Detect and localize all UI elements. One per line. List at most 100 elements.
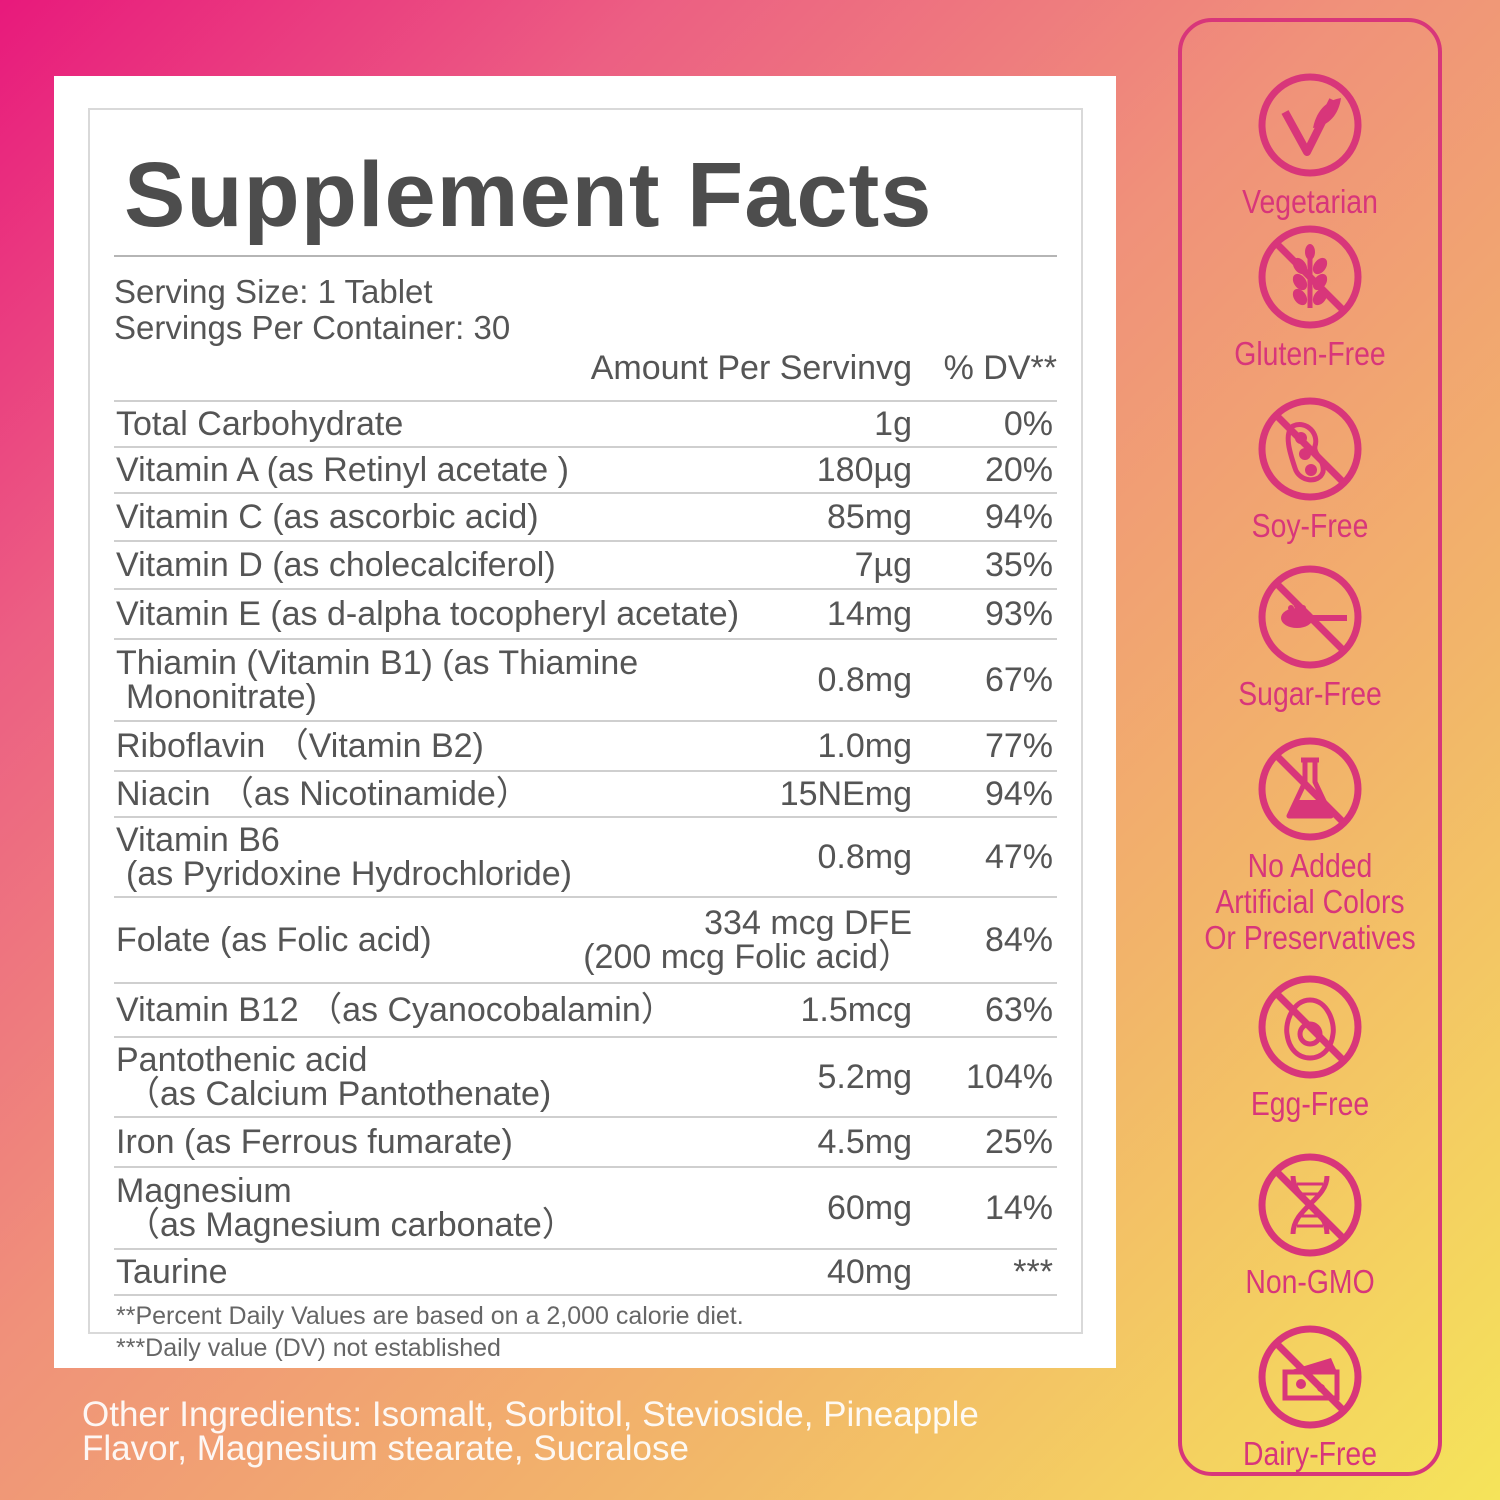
- badge-label: No Added: [1247, 847, 1373, 884]
- nutrient-dv: 94%: [984, 498, 1053, 536]
- nutrient-dv: 94%: [984, 775, 1053, 813]
- nutrient-amount-line: 15NEmg: [779, 775, 912, 813]
- badge-label: Artificial Colors: [1215, 883, 1405, 920]
- table-row: Vitamin B6 (as Pyridoxine Hydrochloride) 0…: [114, 816, 1057, 896]
- table-row: Vitamin C (as ascorbic acid) 85mg 94%: [114, 492, 1057, 540]
- serving-size: Serving Size: 1 Tablet: [114, 273, 433, 310]
- nutrient-name: Vitamin B6 (as Pyridoxine Hydrochloride): [116, 823, 816, 891]
- nutrient-amount-line: (200 mcg Folic acid）: [583, 938, 912, 976]
- nutrient-dv: 20%: [984, 451, 1053, 489]
- no-flask-icon: [1258, 737, 1362, 841]
- badge-label: Or Preservatives: [1204, 919, 1416, 956]
- nutrient-dv: 77%: [984, 727, 1053, 765]
- no-wheat-icon: [1258, 225, 1362, 329]
- title-divider: [114, 255, 1057, 257]
- table-row: Vitamin B12 （as Cyanocobalamin） 1.5mcg 63%: [114, 982, 1057, 1036]
- table-row: Taurine 40mg ***: [114, 1248, 1057, 1294]
- nutrient-amount: 7µg: [855, 548, 912, 582]
- nutrient-name: Vitamin B12 （as Cyanocobalamin）: [116, 993, 816, 1027]
- nutrient-name: Magnesium （as Magnesium carbonate）: [116, 1174, 816, 1242]
- table-header: Amount Per Servinvg % DV**: [114, 348, 1057, 392]
- nutrient-dv: 104%: [966, 1058, 1053, 1096]
- table-row: Vitamin D (as cholecalciferol) 7µg 35%: [114, 540, 1057, 588]
- table-row: Pantothenic acid （as Calcium Pantothenate…: [114, 1036, 1057, 1116]
- nutrient-name: Vitamin C (as ascorbic acid): [116, 500, 816, 534]
- nutrient-amount: 5.2mg: [818, 1060, 913, 1094]
- nutrient-name-line: Total Carbohydrate: [116, 405, 404, 443]
- nutrient-name-line: Magnesium: [116, 1172, 292, 1210]
- nutrient-amount-line: 0.8mg: [817, 661, 913, 699]
- nutrient-amount-line: 60mg: [826, 1189, 912, 1227]
- header-amount: Amount Per Servinvg: [590, 349, 912, 387]
- badge-gluten-free: Gluten-Free: [1182, 222, 1438, 372]
- nutrient-amount: 60mg: [827, 1191, 912, 1225]
- footnote-not-established: ***Daily value (DV) not established: [116, 1334, 501, 1362]
- nutrient-amount: 4.5mg: [818, 1125, 913, 1159]
- nutrient-name-line: （as Calcium Pantothenate): [126, 1075, 552, 1113]
- nutrient-name-line: （as Magnesium carbonate）: [126, 1206, 576, 1244]
- badge-sugar-free: Sugar-Free: [1182, 562, 1438, 712]
- badge-label: Egg-Free: [1250, 1085, 1370, 1122]
- nutrient-amount: 0.8mg: [818, 840, 913, 874]
- other-ingredients-line-2: Flavor, Magnesium stearate, Sucralose: [82, 1429, 689, 1468]
- nutrient-name: Vitamin E (as d-alpha tocopheryl acetate…: [116, 597, 816, 631]
- badge-label: Dairy-Free: [1242, 1435, 1378, 1472]
- footer-divider: [114, 1294, 1057, 1296]
- nutrient-amount: 1g: [874, 407, 912, 441]
- nutrient-name-line: Taurine: [116, 1253, 228, 1291]
- badge-soy-free: Soy-Free: [1182, 394, 1438, 544]
- nutrient-name: Vitamin D (as cholecalciferol): [116, 548, 816, 582]
- nutrient-name-line: Folate (as Folic acid): [116, 921, 432, 959]
- nutrient-name-line: Vitamin A (as Retinyl acetate ): [116, 451, 569, 489]
- nutrient-name: Total Carbohydrate: [116, 407, 816, 441]
- nutrient-name-line: Riboflavin （Vitamin B2): [116, 727, 484, 765]
- nutrient-name: Thiamin (Vitamin B1) (as Thiamine Mononit…: [116, 646, 816, 714]
- page-title: Supplement Facts: [124, 144, 933, 246]
- nutrient-name: Riboflavin （Vitamin B2): [116, 729, 816, 763]
- badge-no-added: No Added Artificial Colors Or Preservative…: [1182, 734, 1438, 956]
- table-row: Iron (as Ferrous fumarate) 4.5mg 25%: [114, 1116, 1057, 1166]
- nutrient-amount: 15NEmg: [780, 777, 912, 811]
- nutrient-amount: 180µg: [817, 453, 912, 487]
- nutrient-amount: 14mg: [827, 597, 912, 631]
- nutrient-amount-line: 14mg: [826, 595, 912, 633]
- table-row: Vitamin E (as d-alpha tocopheryl acetate…: [114, 588, 1057, 638]
- table-row: Niacin （as Nicotinamide） 15NEmg 94%: [114, 770, 1057, 816]
- nutrient-amount-line: 0.8mg: [817, 838, 913, 876]
- badge-label: Vegetarian: [1242, 183, 1378, 220]
- nutrient-name-line: Vitamin B12 （as Cyanocobalamin）: [116, 991, 675, 1029]
- nutrient-dv: 47%: [984, 838, 1053, 876]
- badge-label: Sugar-Free: [1238, 675, 1382, 712]
- nutrient-dv: 0%: [1003, 405, 1053, 443]
- nutrient-name: Niacin （as Nicotinamide）: [116, 777, 816, 811]
- nutrient-dv: ***: [1013, 1253, 1053, 1291]
- other-ingredients: Other Ingredients: Isomalt, Sorbitol, St…: [82, 1397, 1082, 1468]
- nutrient-name-line: (as Pyridoxine Hydrochloride): [126, 855, 572, 893]
- nutrient-dv: 93%: [984, 595, 1053, 633]
- nutrient-name-line: Vitamin B6: [116, 821, 280, 859]
- footnote-daily-values: **Percent Daily Values are based on a 2,…: [116, 1302, 744, 1330]
- nutrient-amount-line: 40mg: [826, 1253, 912, 1291]
- no-cheese-icon: [1258, 1325, 1362, 1429]
- table-row: Magnesium （as Magnesium carbonate） 60mg 14%: [114, 1166, 1057, 1248]
- servings-per-container: Servings Per Container: 30: [114, 309, 511, 346]
- badge-dairy-free: Dairy-Free: [1182, 1322, 1438, 1472]
- nutrient-name-line: Pantothenic acid: [116, 1041, 368, 1079]
- nutrient-amount-line: 7µg: [854, 546, 912, 584]
- nutrient-amount: 334 mcg DFE (200 mcg Folic acid）: [583, 906, 912, 974]
- nutrient-name-line: Vitamin C (as ascorbic acid): [116, 498, 539, 536]
- nutrient-name: Vitamin A (as Retinyl acetate ): [116, 453, 816, 487]
- table-row: Riboflavin （Vitamin B2) 1.0mg 77%: [114, 720, 1057, 770]
- nutrient-amount: 1.0mg: [818, 729, 913, 763]
- nutrient-amount-line: 4.5mg: [817, 1123, 913, 1161]
- nutrient-name-line: Vitamin D (as cholecalciferol): [116, 546, 556, 584]
- leaf-check-icon: [1258, 73, 1362, 177]
- nutrient-dv: 63%: [984, 991, 1053, 1029]
- nutrient-amount-line: 1g: [874, 405, 912, 443]
- nutrient-amount-line: 180µg: [816, 451, 912, 489]
- table-row: Folate (as Folic acid) 334 mcg DFE (200 mc…: [114, 896, 1057, 982]
- nutrient-amount: 0.8mg: [818, 663, 913, 697]
- no-egg-icon: [1258, 975, 1362, 1079]
- nutrient-dv: 35%: [984, 546, 1053, 584]
- nutrient-name: Taurine: [116, 1255, 816, 1289]
